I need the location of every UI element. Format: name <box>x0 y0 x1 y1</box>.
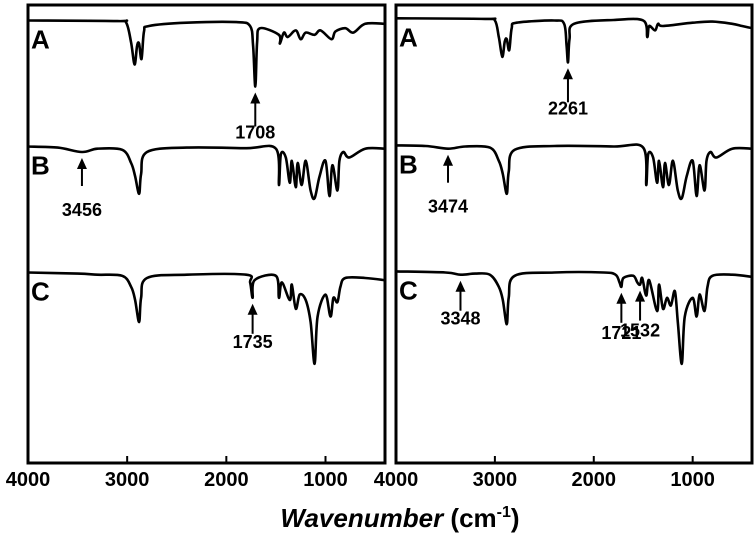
peak-annotation-label: 3474 <box>428 197 468 217</box>
annotation-arrow-head <box>562 68 573 80</box>
peak-annotation-label: 2261 <box>548 98 588 118</box>
x-tick-label: 2000 <box>572 469 617 491</box>
trace-label-a: A <box>31 25 50 55</box>
annotation-arrow-head <box>247 303 258 315</box>
x-axis-label-unit-close: ) <box>511 503 520 533</box>
x-axis-label-unit-exponent: -1 <box>497 504 511 521</box>
x-axis-label-main: Wavenumber <box>280 503 445 533</box>
spectrum-trace-c <box>26 271 387 366</box>
left-spectra-panel: 4000 3000 2000 1000 A 1708 B 3456 C 1735 <box>6 3 387 491</box>
spectrum-trace-a <box>26 19 387 88</box>
x-axis-label: Wavenumber (cm-1) <box>280 503 519 533</box>
annotation-arrow-head <box>250 92 261 104</box>
annotation-arrow-head <box>635 290 646 302</box>
spectrum-trace-c <box>394 270 754 366</box>
peak-annotation-label: 1532 <box>620 321 660 341</box>
x-tick-label: 2000 <box>204 469 249 491</box>
plot-frame <box>26 3 387 465</box>
x-tick-label: 3000 <box>105 469 150 491</box>
annotation-arrow-head <box>616 292 627 304</box>
spectrum-trace-b <box>394 143 754 201</box>
annotation-arrow-head <box>455 280 466 292</box>
peak-annotation-label: 1721 <box>601 323 641 343</box>
x-tick-label: 1000 <box>303 469 348 491</box>
trace-label-c: C <box>399 275 418 305</box>
peak-annotation-label: 1735 <box>233 332 273 352</box>
peak-annotation-label: 1708 <box>235 123 275 143</box>
x-axis-label-unit-open: (cm <box>443 503 496 533</box>
x-tick-label: 1000 <box>670 469 715 491</box>
x-tick-label: 3000 <box>473 469 518 491</box>
annotation-arrow-head <box>76 158 87 169</box>
trace-label-b: B <box>31 151 50 181</box>
x-tick-label: 4000 <box>374 469 419 491</box>
trace-label-a: A <box>399 22 418 52</box>
annotation-arrow-head <box>443 154 454 166</box>
trace-label-c: C <box>31 277 50 307</box>
x-tick-label: 4000 <box>6 469 51 491</box>
peak-annotation-label: 3348 <box>440 309 480 329</box>
trace-label-b: B <box>399 149 418 179</box>
spectrum-trace-b <box>26 144 387 201</box>
spectrum-trace-a <box>394 17 754 64</box>
peak-annotation-label: 3456 <box>62 200 102 220</box>
plot-frame <box>394 3 754 465</box>
